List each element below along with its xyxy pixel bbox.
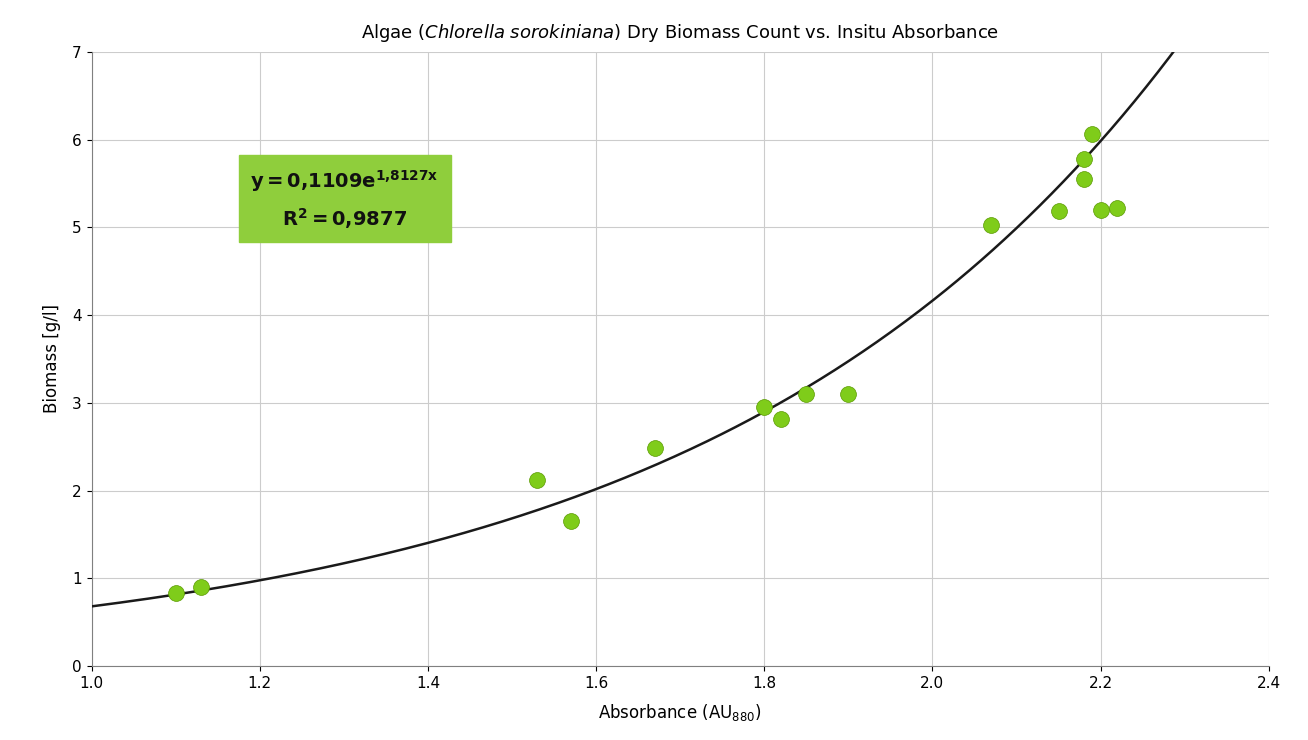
Title: Algae ($\it{Chlorella}$ $\it{sorokiniana}$) Dry Biomass Count vs. Insitu Absorba: Algae ($\it{Chlorella}$ $\it{sorokiniana… — [361, 22, 999, 44]
Point — [165, 588, 186, 599]
Point — [1082, 128, 1103, 140]
Point — [981, 219, 1002, 231]
Point — [1074, 153, 1095, 165]
Point — [645, 443, 666, 454]
Y-axis label: Biomass [g/l]: Biomass [g/l] — [43, 304, 61, 414]
Point — [1090, 204, 1110, 215]
Point — [1107, 202, 1127, 214]
Text: $\bf{y = 0{,}1109e^{1{,}8127x}}$
$\bf{R^2 = 0{,}9877}$: $\bf{y = 0{,}1109e^{1{,}8127x}}$ $\bf{R^… — [251, 168, 439, 231]
Point — [527, 474, 548, 486]
Point — [1048, 206, 1069, 218]
Point — [770, 413, 791, 425]
Point — [191, 581, 212, 593]
Point — [838, 388, 859, 400]
Point — [753, 401, 774, 413]
Point — [795, 388, 816, 400]
Point — [1074, 173, 1095, 185]
Point — [560, 515, 581, 527]
X-axis label: Absorbance (AU$_{880}$): Absorbance (AU$_{880}$) — [598, 702, 763, 723]
